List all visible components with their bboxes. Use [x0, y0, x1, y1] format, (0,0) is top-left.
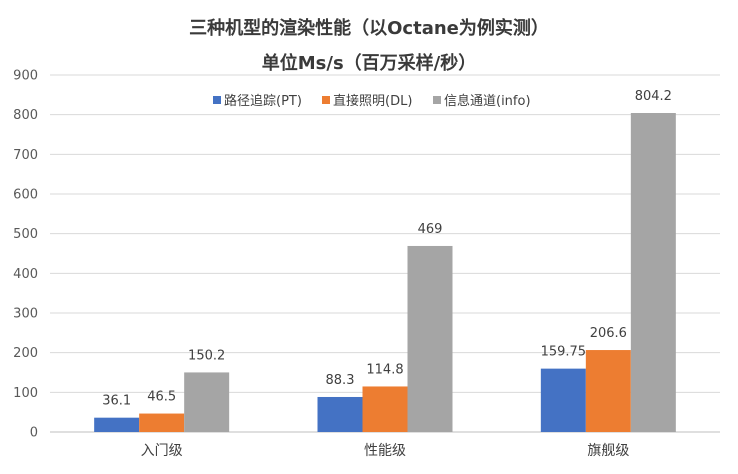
- legend-swatch: [433, 96, 441, 104]
- bar: [184, 372, 230, 432]
- y-tick-label: 300: [13, 307, 38, 322]
- bar: [585, 350, 631, 432]
- y-tick-label: 0: [30, 426, 38, 441]
- y-tick-label: 600: [13, 188, 38, 203]
- y-tick-label: 100: [13, 386, 38, 401]
- data-label: 804.2: [635, 89, 672, 104]
- bar: [362, 386, 408, 432]
- data-label: 159.75: [541, 345, 587, 360]
- bar: [540, 368, 586, 432]
- legend-swatch: [213, 96, 221, 104]
- data-label: 46.5: [147, 390, 176, 405]
- bar: [139, 413, 185, 432]
- legend-swatch: [322, 96, 330, 104]
- y-tick-label: 400: [13, 267, 38, 282]
- x-tick-label: 入门级: [141, 443, 183, 459]
- data-label: 88.3: [326, 373, 355, 388]
- bar: [630, 113, 676, 432]
- data-label: 114.8: [366, 362, 403, 377]
- y-tick-label: 200: [13, 346, 38, 361]
- legend-label: 直接照明(DL): [333, 93, 412, 109]
- legend-label: 信息通道(info): [444, 93, 531, 109]
- x-tick-label: 旗舰级: [587, 443, 629, 459]
- legend-label: 路径追踪(PT): [224, 93, 302, 109]
- data-label: 36.1: [102, 394, 131, 409]
- chart-subtitle: 单位Ms/s（百万采样/秒）: [261, 53, 477, 74]
- y-tick-label: 800: [13, 108, 38, 123]
- bar: [94, 417, 140, 432]
- bar: [317, 396, 363, 432]
- data-label: 150.2: [188, 348, 225, 363]
- x-tick-label: 性能级: [364, 443, 406, 459]
- bar: [407, 245, 453, 432]
- chart-title: 三种机型的渲染性能（以Octane为例实测）: [189, 18, 549, 39]
- data-label: 206.6: [590, 326, 627, 341]
- data-label: 469: [418, 222, 443, 237]
- y-tick-label: 700: [13, 148, 38, 163]
- y-tick-label: 500: [13, 227, 38, 242]
- y-tick-label: 900: [13, 69, 38, 84]
